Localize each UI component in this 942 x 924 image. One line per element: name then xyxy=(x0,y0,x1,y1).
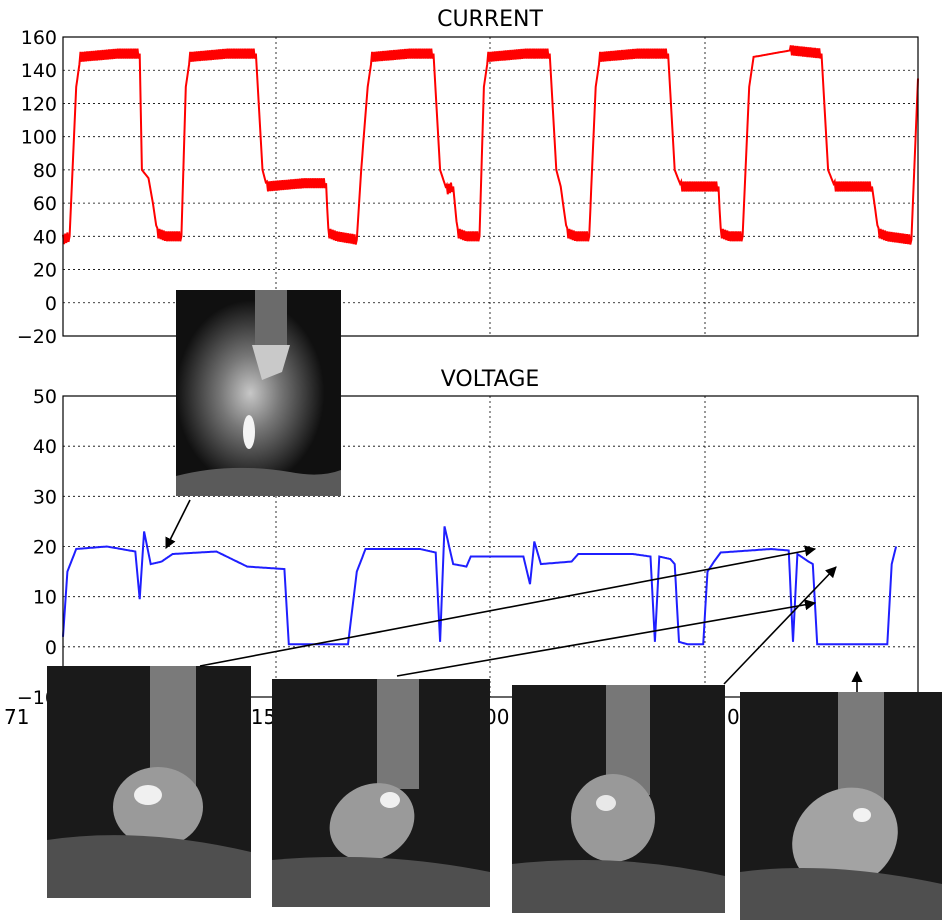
y-tick-label: 50 xyxy=(33,386,57,408)
y-tick-label: 0 xyxy=(45,637,57,659)
x-tick-label: 0 xyxy=(727,705,740,729)
arrow xyxy=(396,599,817,677)
y-tick-label: 140 xyxy=(21,60,57,82)
y-tick-label: 20 xyxy=(33,537,57,559)
arrow xyxy=(199,545,817,667)
current-plot-frame xyxy=(62,36,919,337)
droplet-frame-1 xyxy=(47,666,251,898)
arrow xyxy=(723,566,837,685)
droplet-frame-2 xyxy=(272,679,490,907)
x-tick-label: 71 xyxy=(4,705,29,729)
y-tick-label: 60 xyxy=(33,193,57,215)
voltage-series-line xyxy=(62,526,898,646)
y-tick-label: 40 xyxy=(33,436,57,458)
arc-photo-top xyxy=(176,290,341,496)
y-tick-label: 40 xyxy=(33,226,57,248)
y-tick-label: 80 xyxy=(33,160,57,182)
y-tick-label: 0 xyxy=(45,293,57,315)
droplet-frame-3 xyxy=(512,685,725,913)
y-tick-label: 10 xyxy=(33,587,57,609)
droplet-frame-4 xyxy=(740,692,942,920)
y-tick-label: 20 xyxy=(33,260,57,282)
annotation-arrows xyxy=(165,499,863,692)
y-tick-label: 30 xyxy=(33,486,57,508)
y-tick-label: 100 xyxy=(21,127,57,149)
y-tick-label: −20 xyxy=(17,326,57,348)
voltage-y-ticks: 50 40 30 20 10 0 −10 xyxy=(17,386,57,709)
y-tick-label: 160 xyxy=(21,27,57,49)
current-y-ticks: 160 140 120 100 80 60 40 20 0 −20 xyxy=(17,27,57,348)
y-tick-label: 120 xyxy=(21,93,57,115)
voltage-plot-frame xyxy=(62,395,919,698)
y-tick-label: −10 xyxy=(17,687,57,709)
current-series-line xyxy=(62,45,919,245)
voltage-title: VOLTAGE xyxy=(441,367,540,392)
current-chart: CURRENT 160 140 120 100 80 60 40 20 0 −20 xyxy=(17,7,919,348)
current-title: CURRENT xyxy=(437,7,543,32)
arrow xyxy=(165,499,191,550)
